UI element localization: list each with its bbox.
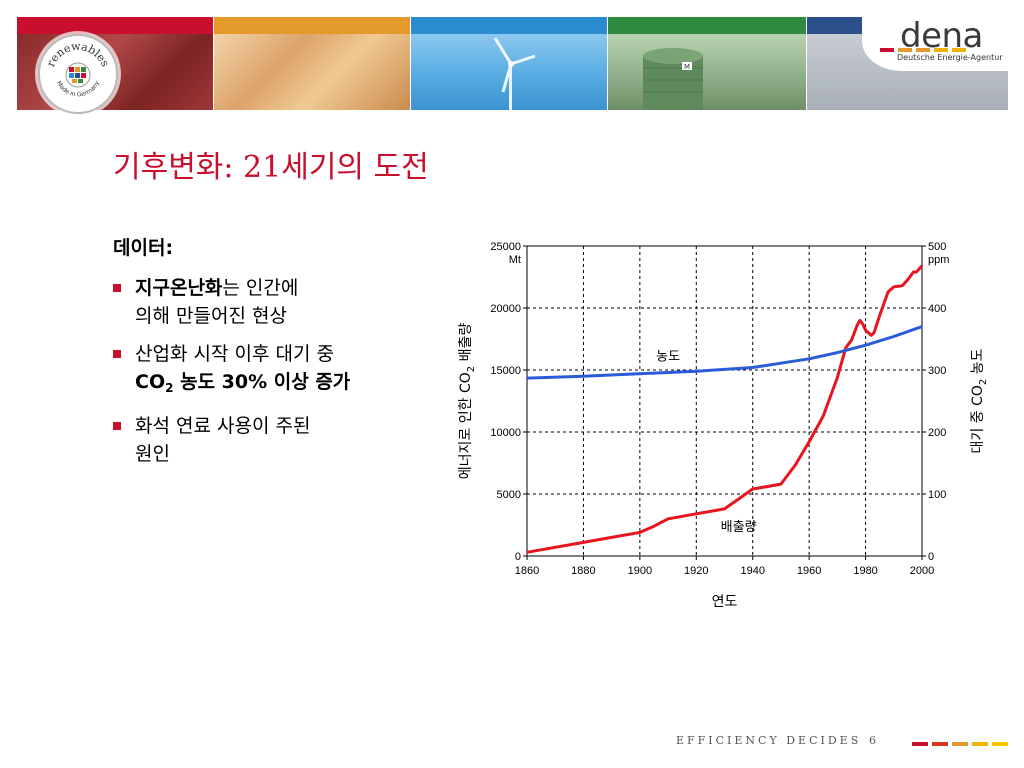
y-left-tick-label: 5000	[497, 489, 521, 501]
left-unit-label: Mt	[509, 254, 521, 266]
bullet-1-line2: 의해 만들어진 현상	[135, 305, 287, 327]
slide-title: 기후변화: 21세기의 도전	[113, 150, 429, 185]
bullet-1-bold: 지구온난화	[135, 277, 223, 299]
banner-panel-biogas: M	[608, 17, 806, 110]
wind-turbine-icon	[493, 37, 536, 110]
dena-logo: dena Deutsche Energie-Agentur	[862, 17, 1008, 71]
header-banner: M	[17, 17, 1008, 110]
renewables-logo-icon: renewables Made in Germany	[44, 40, 112, 99]
y-left-tick-label: 25000	[490, 241, 521, 253]
bullet-3-line1: 화석 연료 사용이 주된	[135, 415, 311, 437]
y-right-tick-label: 100	[928, 489, 946, 501]
banner-panel-wind	[411, 17, 607, 110]
chart-series	[526, 264, 924, 554]
y-left-tick-label: 15000	[490, 365, 521, 377]
bullet-square-icon	[113, 284, 121, 292]
bullet-1-rest: 는 인간에	[222, 277, 299, 299]
y-right-tick-label: 0	[928, 551, 934, 563]
banner-panel-biomass	[214, 17, 410, 110]
stripe-green	[608, 17, 806, 34]
footer-dash-icon	[912, 742, 1008, 746]
x-tick-label: 1880	[571, 565, 595, 577]
series-line-emissions	[526, 264, 924, 554]
stripe-red	[17, 17, 213, 34]
bullet-square-icon	[113, 350, 121, 358]
y-left-tick-label: 20000	[490, 303, 521, 315]
bullet-2: 산업화 시작 이후 대기 중 CO2 농도 30% 이상 증가	[113, 340, 433, 402]
x-tick-label: 1980	[853, 565, 877, 577]
x-tick-label: 2000	[910, 565, 934, 577]
x-tick-label: 1940	[740, 565, 764, 577]
bullet-square-icon	[113, 422, 121, 430]
biogas-photo: M	[608, 34, 806, 110]
right-axis-label: 대기 중 CO2 농도	[970, 348, 989, 453]
y-right-tick-label: 400	[928, 303, 946, 315]
y-left-tick-label: 10000	[490, 427, 521, 439]
right-axis-label-pre: 대기 중 CO	[970, 385, 986, 453]
bullet-2-co: CO	[135, 371, 166, 393]
y-left-tick-label: 0	[515, 551, 521, 563]
bullet-3: 화석 연료 사용이 주된 원인	[113, 412, 433, 468]
content-heading: 데이터:	[113, 237, 174, 259]
y-right-tick-label: 200	[928, 427, 946, 439]
page-number: 6	[869, 734, 876, 747]
dena-logo-subtitle: Deutsche Energie-Agentur	[897, 53, 1003, 62]
biomass-photo	[214, 34, 410, 110]
bullet-2-bold: 농도 30% 이상 증가	[173, 371, 351, 393]
series-label-concentration: 농도	[656, 350, 680, 365]
left-axis-label-post: 배출량	[458, 323, 474, 366]
x-axis-label: 연도	[712, 594, 738, 610]
bullet-1: 지구온난화는 인간에 의해 만들어진 현상	[113, 274, 433, 330]
right-axis-label-sub: 2	[978, 379, 989, 385]
stripe-blue	[411, 17, 607, 34]
bullet-2-sub: 2	[165, 381, 174, 395]
co2-chart: 1860 1880 1900 1920 1940 1960 1980 200005000100…	[458, 241, 989, 610]
x-tick-label: 1900	[628, 565, 652, 577]
y-right-tick-label: 300	[928, 365, 946, 377]
silo-icon: M	[643, 48, 703, 110]
renewables-seal: renewables Made in Germany	[38, 34, 118, 114]
right-axis-label-post: 농도	[970, 348, 986, 378]
chart-grid	[527, 246, 922, 556]
chart-ticks: 1860 1880 1900 1920 1940 1960 1980 200005000100…	[490, 241, 946, 577]
x-tick-label: 1860	[515, 565, 539, 577]
y-right-tick-label: 500	[928, 241, 946, 253]
footer-tagline: EFFICIENCY DECIDES	[676, 734, 862, 747]
series-line-concentration	[526, 325, 923, 380]
bullet-3-line2: 원인	[135, 443, 170, 465]
stripe-orange	[214, 17, 410, 34]
bullet-2-line1: 산업화 시작 이후 대기 중	[135, 343, 334, 365]
left-axis-label: 에너지로 인한 CO2 배출량	[458, 323, 477, 480]
wind-photo	[411, 34, 607, 110]
dena-dash-icon	[880, 48, 966, 52]
plot-frame	[526, 245, 923, 557]
left-axis-label-pre: 에너지로 인한 CO	[458, 372, 474, 479]
slide-content: 데이터: 지구온난화는 인간에 의해 만들어진 현상 산업화 시작 이후 대기 …	[113, 233, 433, 478]
right-unit-label: ppm	[928, 254, 949, 266]
x-tick-label: 1920	[684, 565, 708, 577]
x-tick-label: 1960	[797, 565, 821, 577]
left-axis-label-sub: 2	[466, 366, 477, 372]
silo-mark: M	[684, 63, 690, 71]
series-label-emissions: 배출량	[721, 520, 757, 535]
